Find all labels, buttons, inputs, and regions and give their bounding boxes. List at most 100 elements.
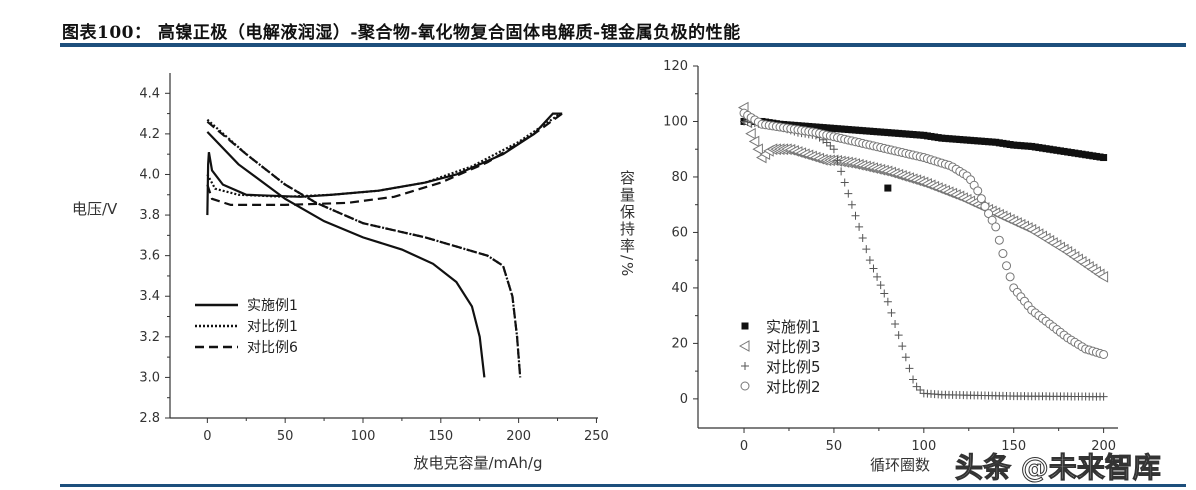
data-point	[999, 139, 1007, 147]
y-tick-label: 3.0	[139, 370, 160, 385]
data-point	[1010, 141, 1018, 149]
data-point	[829, 145, 838, 154]
legend-marker	[741, 322, 749, 330]
data-point	[973, 186, 983, 196]
data-point	[1049, 146, 1057, 154]
data-point	[1028, 142, 1036, 150]
data-point	[931, 133, 939, 141]
data-point	[1096, 153, 1104, 161]
data-point	[1064, 148, 1072, 156]
watermark: 头条 @未来智库	[955, 451, 1162, 485]
data-point	[923, 132, 931, 140]
data-point	[898, 342, 907, 351]
y-axis-label: 容量保持率/%	[618, 170, 636, 278]
data-point	[1082, 151, 1090, 159]
data-point	[992, 138, 1000, 146]
data-point	[862, 245, 871, 254]
data-point	[805, 122, 813, 130]
data-point	[1097, 270, 1109, 283]
data-point	[859, 127, 867, 135]
data-point	[994, 235, 1004, 245]
y-tick-label: 100	[663, 114, 688, 129]
data-point	[1002, 261, 1012, 271]
data-point	[873, 128, 881, 136]
data-point	[1038, 144, 1046, 152]
data-point	[952, 135, 960, 143]
x-tick-label: 0	[740, 439, 748, 454]
legend-label: 实施例1	[247, 298, 298, 314]
data-point	[916, 385, 925, 394]
data-point	[880, 289, 889, 298]
data-point	[895, 129, 903, 137]
data-point	[823, 124, 831, 132]
data-point	[891, 319, 900, 328]
data-point	[1067, 149, 1075, 157]
data-point	[981, 137, 989, 145]
series-dashed-charge	[206, 112, 563, 207]
data-point	[891, 129, 899, 137]
data-point	[1071, 149, 1079, 157]
bottom-divider	[60, 484, 1186, 487]
data-point	[970, 137, 978, 145]
data-point	[980, 201, 990, 211]
data-point	[748, 135, 760, 148]
data-point	[740, 117, 749, 126]
data-point	[1031, 143, 1039, 151]
series-dashed-discharge	[206, 120, 522, 378]
y-tick-label: 120	[663, 59, 688, 74]
data-point	[1060, 147, 1068, 155]
data-point	[819, 124, 827, 132]
data-point	[1089, 152, 1097, 160]
data-point	[883, 297, 892, 306]
data-point	[884, 129, 892, 137]
legend-label: 实施例1	[766, 318, 821, 336]
data-point	[988, 138, 996, 146]
data-point	[1024, 142, 1032, 150]
data-point	[873, 272, 882, 281]
data-point	[830, 124, 838, 132]
data-point	[934, 134, 942, 142]
data-point	[977, 137, 985, 145]
data-point	[898, 130, 906, 138]
data-point	[869, 264, 878, 273]
data-point	[1035, 144, 1043, 152]
x-tick-label: 200	[506, 429, 531, 444]
data-point	[876, 281, 885, 290]
series-dotted-charge	[206, 112, 563, 198]
data-point	[848, 126, 856, 134]
data-point	[901, 353, 910, 362]
data-point	[1100, 154, 1108, 162]
x-tick-label: 50	[277, 429, 294, 444]
data-point	[1092, 152, 1100, 160]
data-point	[913, 131, 921, 139]
data-point	[967, 136, 975, 144]
data-point	[1046, 145, 1054, 153]
data-point	[816, 123, 824, 131]
data-point	[912, 382, 921, 391]
data-point	[976, 194, 986, 204]
legend-marker	[741, 362, 749, 370]
data-point	[995, 139, 1003, 147]
data-point	[851, 211, 860, 220]
data-point	[847, 200, 856, 209]
y-tick-label: 40	[671, 281, 688, 296]
data-point	[1042, 145, 1050, 153]
legend-label: 对比例2	[766, 378, 821, 396]
x-axis-label: 放电克容量/mAh/g	[413, 454, 542, 472]
x-tick-label: 250	[584, 429, 609, 444]
data-point	[862, 127, 870, 135]
data-point	[963, 136, 971, 144]
x-tick-label: 100	[911, 439, 936, 454]
x-tick-label: 200	[1091, 439, 1116, 454]
data-point	[745, 127, 756, 140]
series-dotted-discharge	[206, 118, 522, 378]
data-point	[920, 131, 928, 139]
data-point	[1053, 146, 1061, 154]
x-tick-label: 50	[826, 439, 843, 454]
data-point	[894, 331, 903, 340]
title-divider	[60, 43, 1186, 47]
data-point	[826, 124, 834, 132]
data-point	[985, 138, 993, 146]
data-point	[1074, 150, 1082, 158]
